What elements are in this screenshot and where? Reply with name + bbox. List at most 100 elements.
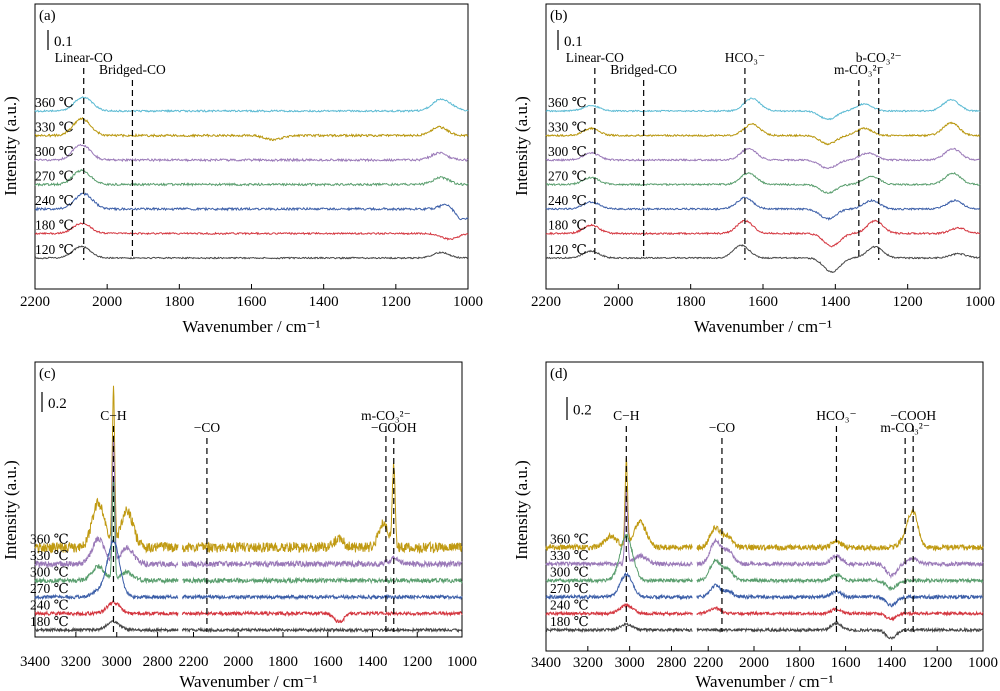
panel-d: (d) 0.2 3400 3200 3000 2800 2200 2000 1800 1600 14…: [512, 361, 998, 691]
x-tick-label: 2000: [603, 294, 633, 310]
series-line: [181, 555, 463, 569]
series-label: 300 ℃: [35, 144, 74, 159]
x-axis-label: Wavenumber / cm⁻¹: [695, 672, 833, 691]
panel-label: (a): [39, 8, 56, 24]
series-line: [181, 593, 463, 601]
x-tick-label: 2800: [656, 655, 686, 671]
series-label: 360 ℃: [548, 95, 587, 110]
series-line: [181, 626, 463, 634]
x-tick-label: 1400: [820, 294, 850, 310]
series-line: [545, 602, 693, 617]
series-label: 180 ℃: [550, 614, 589, 629]
x-tick-label: 3400: [20, 654, 50, 670]
annotation-label: m-CO₃²⁻: [834, 62, 884, 77]
series-line: [34, 385, 179, 555]
series-line: [545, 97, 981, 121]
series-line: [182, 576, 463, 585]
x-tick-label: 3400: [531, 655, 561, 671]
plot-frame: [545, 3, 981, 290]
series-label: 300 ℃: [550, 565, 589, 580]
x-tick-label: 1800: [164, 294, 194, 310]
scale-bar-label: 0.1: [564, 34, 583, 50]
panel-a: (a) 0.1 2200 2000 1800 1600 1400 1200 1000 Wavenu…: [1, 3, 483, 336]
x-tick-label: 1000: [453, 294, 483, 310]
series-line: [34, 539, 179, 601]
series-label: 240 ℃: [30, 598, 69, 613]
x-axis-label: Wavenumber / cm⁻¹: [694, 317, 832, 336]
x-tick-label: 1200: [922, 655, 952, 671]
annotation-label: −CO: [194, 420, 221, 435]
series-line: [34, 245, 469, 260]
series-line: [34, 435, 179, 569]
x-tick-label: 2200: [179, 654, 209, 670]
y-axis-label: Intensity (a.u.): [1, 96, 20, 196]
series-line: [545, 171, 981, 195]
series-label: 120 ℃: [35, 242, 74, 257]
series-label: 360 ℃: [550, 532, 589, 547]
x-tick-label: 1400: [358, 654, 388, 670]
x-tick-label: 1200: [402, 654, 432, 670]
annotation-label: m-CO₃²⁻: [361, 408, 411, 423]
annotation-label: Linear-CO: [55, 50, 113, 65]
series-line: [34, 96, 469, 113]
series-line: [696, 583, 984, 608]
series-line: [545, 622, 693, 634]
annotation-label: −COOH: [371, 420, 417, 435]
series-line: [34, 222, 469, 241]
scale-bar-label: 0.2: [48, 396, 67, 412]
x-axis-label: Wavenumber / cm⁻¹: [179, 672, 317, 691]
series-label: 240 ℃: [548, 193, 587, 208]
annotation-label: Bridged-CO: [99, 62, 166, 77]
x-tick-label: 1200: [381, 294, 411, 310]
annotation-label: Bridged-CO: [610, 62, 677, 77]
series-label: 300 ℃: [30, 565, 69, 580]
series-line: [34, 192, 469, 221]
series-line: [545, 219, 981, 248]
x-tick-label: 1400: [876, 655, 906, 671]
series-line: [696, 606, 984, 622]
annotation-label: HCO₃⁻: [725, 50, 765, 65]
panel-b: (b) 0.1 2200 2000 1800 1600 1400 1200 1000 Wavenu…: [512, 3, 995, 336]
annotation-label: HCO₃⁻: [816, 408, 856, 423]
series-line: [696, 537, 984, 580]
series-label: 270 ℃: [35, 169, 74, 184]
x-tick-label: 1000: [447, 654, 477, 670]
series-label: 330 ℃: [548, 120, 587, 135]
series-label: 270 ℃: [550, 581, 589, 596]
series-line: [545, 147, 981, 170]
series-label: 180 ℃: [30, 614, 69, 629]
x-tick-label: 3200: [573, 655, 603, 671]
x-tick-label: 1800: [785, 655, 815, 671]
x-tick-label: 1600: [237, 294, 267, 310]
x-tick-label: 1600: [831, 655, 861, 671]
series-label: 360 ℃: [30, 532, 69, 547]
series-line: [34, 116, 469, 142]
series-line: [696, 620, 984, 641]
x-tick-label: 1400: [309, 294, 339, 310]
series-line: [696, 507, 984, 552]
series-label: 300 ℃: [548, 144, 587, 159]
series-line: [545, 533, 693, 585]
series-label: 240 ℃: [35, 193, 74, 208]
series-line: [696, 558, 984, 592]
y-axis-label: Intensity (a.u.): [1, 460, 20, 560]
scale-bar-label: 0.2: [573, 403, 592, 419]
x-tick-label: 2200: [693, 655, 723, 671]
annotation-label: C−H: [613, 408, 640, 423]
x-tick-label: 1000: [968, 655, 998, 671]
series-label: 240 ℃: [550, 598, 589, 613]
series-line: [181, 462, 463, 555]
x-tick-label: 3000: [102, 654, 132, 670]
x-tick-label: 2800: [143, 654, 173, 670]
x-tick-label: 1600: [748, 294, 778, 310]
x-tick-label: 2000: [739, 655, 769, 671]
x-tick-label: 1200: [893, 294, 923, 310]
series-line: [545, 244, 981, 274]
series-label: 180 ℃: [35, 218, 74, 233]
plot-frame: [34, 361, 463, 638]
annotation-label: m-CO₃²⁻: [880, 420, 930, 435]
y-axis-label: Intensity (a.u.): [512, 96, 531, 196]
annotation-label: C−H: [100, 408, 127, 423]
series-line: [545, 457, 693, 552]
series-label: 270 ℃: [30, 581, 69, 596]
